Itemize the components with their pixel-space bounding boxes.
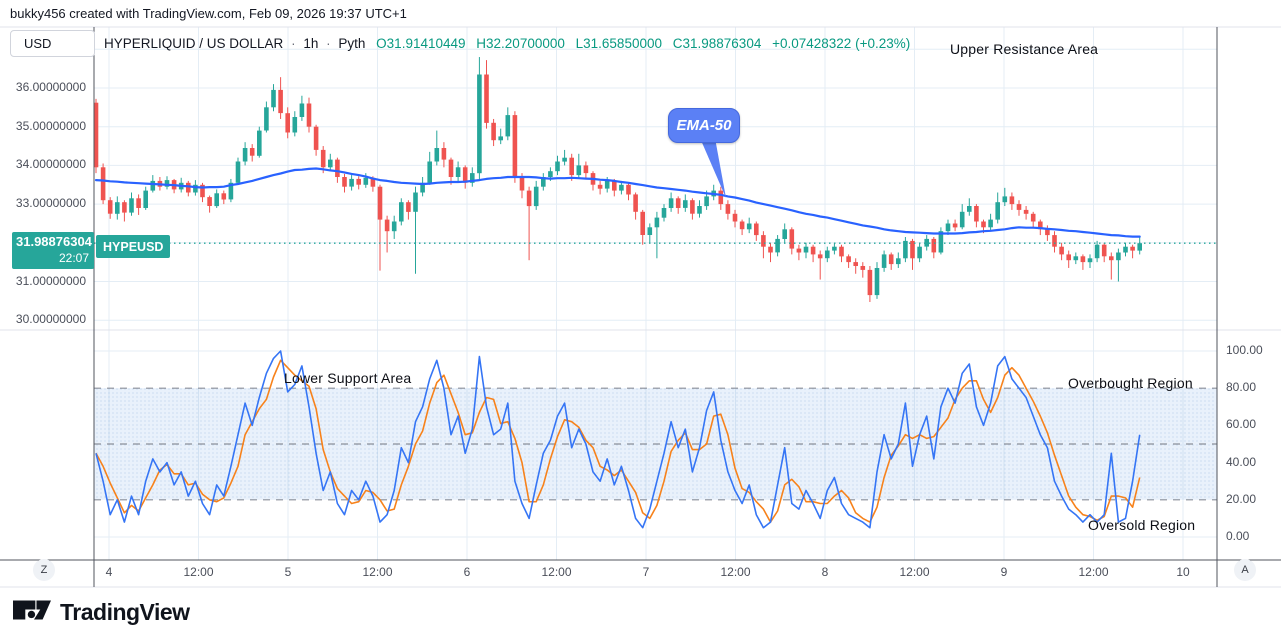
overbought-region-annotation[interactable]: Overbought Region — [1068, 375, 1193, 391]
time-axis-label: 12:00 — [183, 565, 214, 579]
indicator-axis-label: 60.00 — [1226, 417, 1257, 432]
price-axis-label: 35.00000000 — [15, 118, 86, 133]
time-axis-label: 10 — [1176, 565, 1190, 579]
interval-label[interactable]: 1h — [303, 36, 319, 51]
tradingview-logo-icon — [13, 600, 51, 625]
tradingview-logo-text: TradingView — [60, 599, 190, 625]
time-axis-label: 9 — [1000, 565, 1008, 579]
currency-label: USD — [24, 36, 52, 51]
price-axis-label: 30.00000000 — [15, 312, 86, 327]
time-axis-label: 7 — [642, 565, 650, 579]
time-axis-label: 6 — [463, 565, 471, 579]
separator-dot: · — [291, 36, 296, 51]
price-axis-label: 36.00000000 — [15, 80, 86, 94]
indicator-axis[interactable]: 100.00 80.00 60.00 40.00 20.00 0.00 — [1224, 0, 1281, 560]
change-label: +0.07428322 (+0.23%) — [772, 36, 911, 51]
time-axis-label: 12:00 — [720, 565, 751, 579]
time-axis-label: 12:00 — [362, 565, 393, 579]
symbol-tag-label: HYPEUSD — [103, 239, 164, 254]
time-axis-label: 12:00 — [1078, 565, 1109, 579]
zoom-hint-button[interactable]: Z — [33, 559, 55, 581]
time-axis-label: 4 — [105, 565, 113, 579]
separator-dot: · — [326, 36, 331, 51]
time-axis-label: 12:00 — [899, 565, 930, 579]
time-axis[interactable]: 4 12:00 5 12:00 6 12:00 7 12:00 8 12:00 9 12:00 10 — [0, 560, 1281, 587]
indicator-axis-label: 100.00 — [1226, 343, 1263, 357]
price-axis-label: 33.00000000 — [15, 196, 86, 211]
autofit-hint-label: A — [1241, 564, 1249, 576]
price-axis-label: 34.00000000 — [15, 157, 86, 172]
time-axis-label: 12:00 — [541, 565, 572, 579]
symbol-title[interactable]: HYPERLIQUID / US DOLLAR — [104, 36, 284, 51]
price-axis[interactable]: 36.00000000 35.00000000 34.00000000 33.0000… — [0, 0, 94, 560]
bar-countdown: 22:07 — [58, 251, 89, 265]
time-axis-label: 8 — [821, 565, 829, 579]
indicator-axis-label: 80.00 — [1226, 380, 1257, 395]
symbol-price-line-tag: HYPEUSD — [96, 235, 171, 258]
time-axis-label: 5 — [284, 565, 292, 579]
ohlc-high: H32.20700000 — [476, 36, 565, 51]
indicator-axis-label: 20.00 — [1226, 491, 1257, 506]
oversold-region-annotation[interactable]: Oversold Region — [1088, 517, 1196, 533]
currency-button[interactable]: USD — [10, 30, 95, 57]
lower-support-annotation[interactable]: Lower Support Area — [284, 370, 412, 386]
feed-label: Pyth — [338, 36, 366, 51]
last-price-value: 31.98876304 — [16, 234, 92, 249]
ohlc-open: O31.91410449 — [376, 36, 466, 51]
ema50-callout-label: EMA-50 — [676, 117, 732, 134]
indicator-axis-label: 40.00 — [1226, 454, 1257, 469]
price-axis-label: 31.00000000 — [15, 273, 86, 288]
zoom-hint-label: Z — [40, 564, 48, 576]
symbol-header: HYPERLIQUID / US DOLLAR · 1h · Pyth O31.… — [104, 36, 910, 51]
ohlc-low: L31.65850000 — [575, 36, 662, 51]
upper-resistance-annotation[interactable]: Upper Resistance Area — [950, 41, 1099, 57]
indicator-axis-label: 0.00 — [1226, 529, 1250, 543]
attribution-text: bukky456 created with TradingView.com, F… — [10, 6, 407, 21]
last-price-badge: 31.98876304 22:07 — [12, 232, 94, 269]
tradingview-logo[interactable]: TradingView — [13, 599, 190, 626]
ema50-callout[interactable]: EMA-50 — [668, 108, 740, 143]
autofit-hint-button[interactable]: A — [1234, 559, 1256, 581]
ohlc-close: C31.98876304 — [672, 36, 762, 51]
